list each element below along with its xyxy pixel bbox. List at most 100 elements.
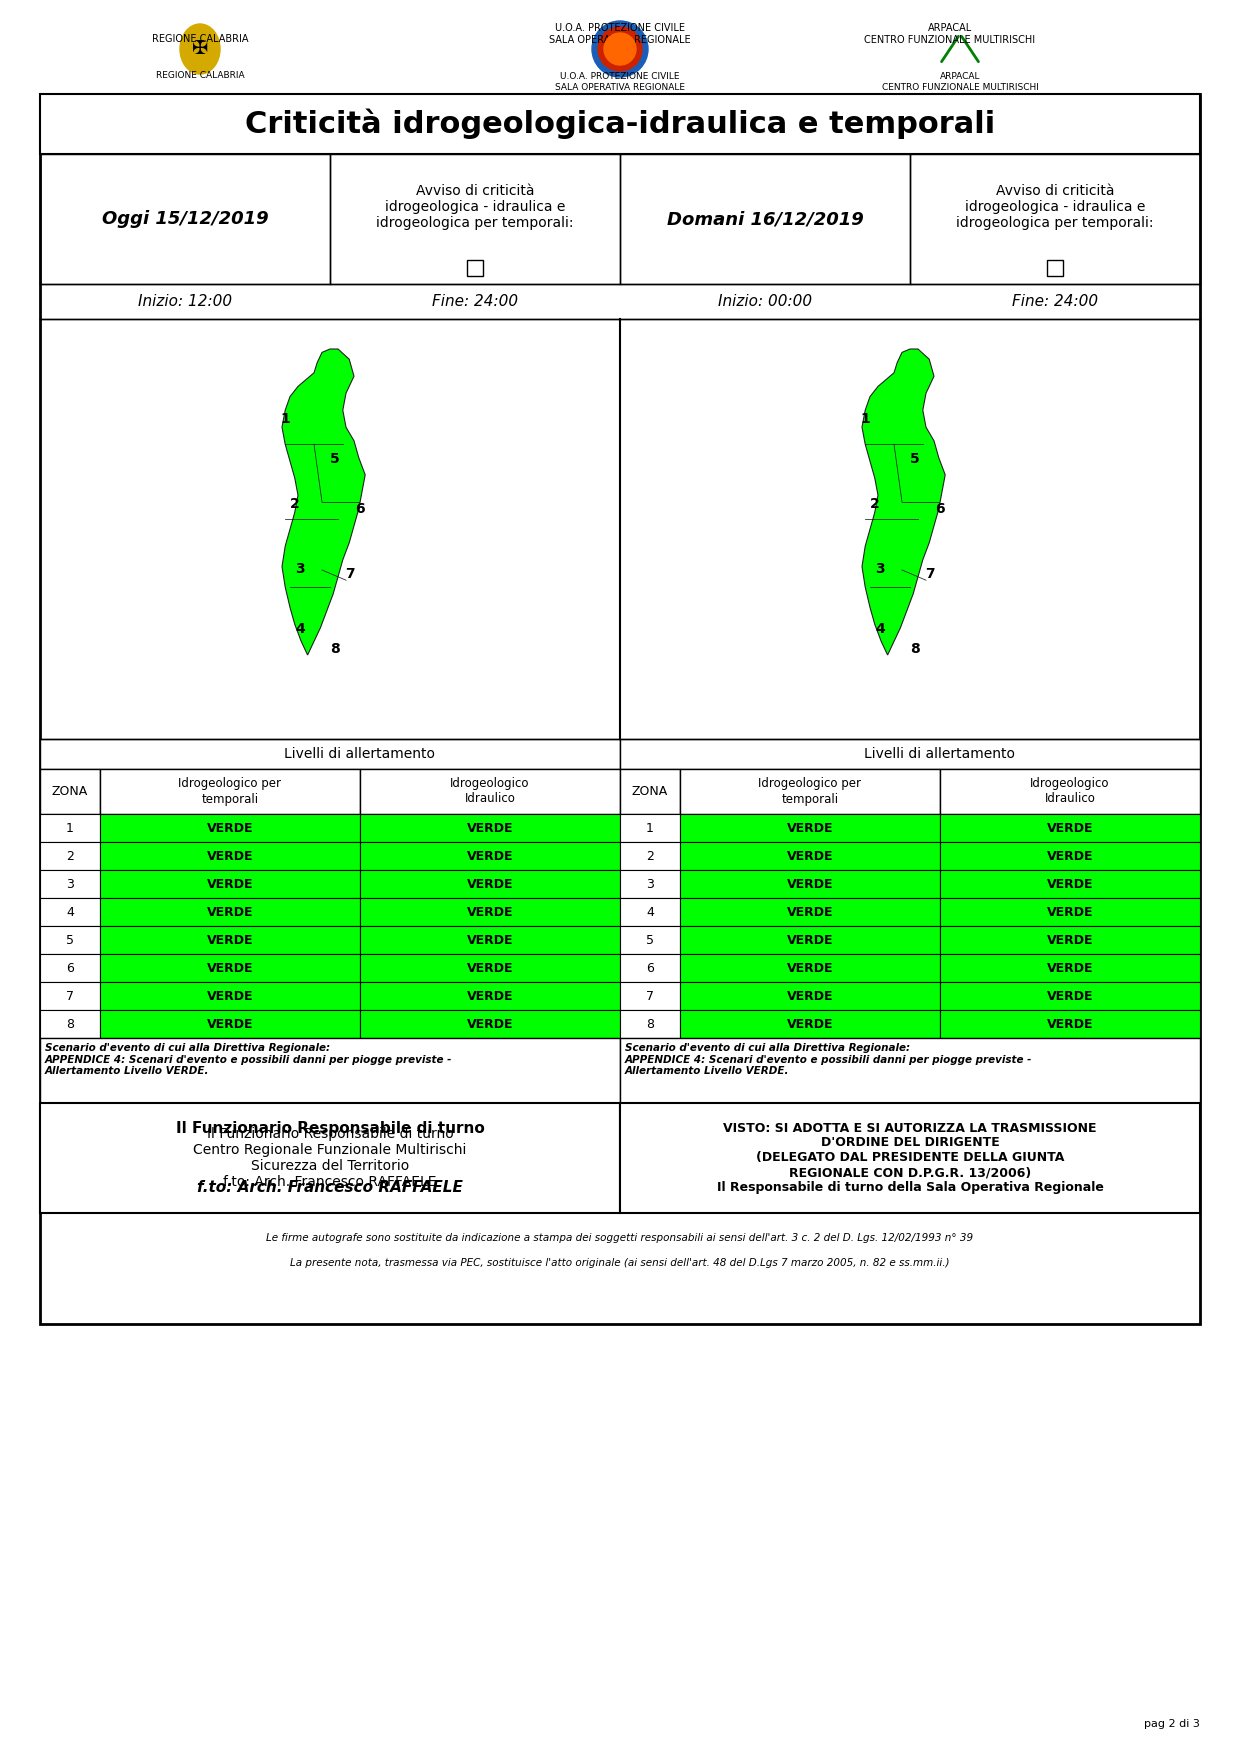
Bar bbox=[100, 870, 360, 898]
Bar bbox=[100, 954, 360, 982]
Text: Fine: 24:00: Fine: 24:00 bbox=[432, 295, 518, 309]
Text: 4: 4 bbox=[295, 623, 305, 637]
Text: Il Funzionario Responsabile di turno: Il Funzionario Responsabile di turno bbox=[176, 1121, 485, 1137]
Text: VERDE: VERDE bbox=[207, 1017, 253, 1031]
Text: VERDE: VERDE bbox=[207, 877, 253, 891]
Bar bbox=[680, 870, 940, 898]
Bar bbox=[360, 870, 620, 898]
Bar bbox=[40, 814, 100, 842]
Bar bbox=[620, 1103, 1200, 1214]
Ellipse shape bbox=[180, 25, 219, 74]
Text: VERDE: VERDE bbox=[207, 821, 253, 835]
Text: 6: 6 bbox=[355, 502, 365, 516]
Text: VERDE: VERDE bbox=[466, 849, 513, 863]
Text: Inizio: 12:00: Inizio: 12:00 bbox=[138, 295, 232, 309]
Text: VERDE: VERDE bbox=[207, 905, 253, 919]
Bar bbox=[360, 954, 620, 982]
Bar bbox=[100, 842, 360, 870]
Text: 1: 1 bbox=[66, 821, 74, 835]
Text: Il Funzionario Responsabile di turno
Centro Regionale Funzionale Multirischi
Sic: Il Funzionario Responsabile di turno Cen… bbox=[193, 1126, 466, 1189]
Text: Idrogeologico
Idraulico: Idrogeologico Idraulico bbox=[1030, 777, 1110, 805]
Bar bbox=[40, 738, 620, 768]
Polygon shape bbox=[862, 349, 945, 654]
Text: VERDE: VERDE bbox=[786, 989, 833, 1003]
Bar bbox=[360, 982, 620, 1010]
Text: 7: 7 bbox=[925, 567, 935, 581]
Text: VISTO: SI ADOTTA E SI AUTORIZZA LA TRASMISSIONE
D'ORDINE DEL DIRIGENTE
(DELEGATO: VISTO: SI ADOTTA E SI AUTORIZZA LA TRASM… bbox=[717, 1121, 1104, 1194]
Text: Criticità idrogeologica-idraulica e temporali: Criticità idrogeologica-idraulica e temp… bbox=[244, 109, 996, 139]
Text: VERDE: VERDE bbox=[207, 989, 253, 1003]
Polygon shape bbox=[281, 349, 366, 654]
Bar bbox=[467, 260, 484, 275]
Text: 6: 6 bbox=[935, 502, 945, 516]
Text: Fine: 24:00: Fine: 24:00 bbox=[1012, 295, 1099, 309]
Text: La presente nota, trasmessa via PEC, sostituisce l'atto originale (ai sensi dell: La presente nota, trasmessa via PEC, sos… bbox=[290, 1258, 950, 1268]
Text: Livelli di allertamento: Livelli di allertamento bbox=[864, 747, 1016, 761]
Text: 8: 8 bbox=[910, 642, 920, 656]
Bar bbox=[940, 842, 1200, 870]
Text: 7: 7 bbox=[646, 989, 653, 1003]
Text: Inizio: 00:00: Inizio: 00:00 bbox=[718, 295, 812, 309]
Bar bbox=[100, 926, 360, 954]
Text: REGIONE CALABRIA: REGIONE CALABRIA bbox=[151, 33, 248, 44]
Bar bbox=[940, 982, 1200, 1010]
Text: VERDE: VERDE bbox=[466, 961, 513, 975]
Text: 7: 7 bbox=[66, 989, 74, 1003]
Bar bbox=[940, 814, 1200, 842]
Bar bbox=[100, 898, 360, 926]
Bar bbox=[40, 1010, 100, 1038]
Bar bbox=[620, 842, 680, 870]
Text: 1: 1 bbox=[861, 412, 870, 426]
Text: 2: 2 bbox=[66, 849, 74, 863]
Circle shape bbox=[591, 21, 649, 77]
Bar bbox=[680, 926, 940, 954]
Text: 8: 8 bbox=[66, 1017, 74, 1031]
Text: VERDE: VERDE bbox=[466, 1017, 513, 1031]
Bar bbox=[680, 982, 940, 1010]
Bar bbox=[940, 1010, 1200, 1038]
Bar bbox=[680, 1010, 940, 1038]
Text: VERDE: VERDE bbox=[786, 1017, 833, 1031]
Text: VERDE: VERDE bbox=[466, 933, 513, 947]
Text: 3: 3 bbox=[646, 877, 653, 891]
Text: 6: 6 bbox=[646, 961, 653, 975]
Bar bbox=[100, 982, 360, 1010]
Text: Scenario d'evento di cui alla Direttiva Regionale:
APPENDICE 4: Scenari d'evento: Scenario d'evento di cui alla Direttiva … bbox=[625, 1044, 1033, 1077]
Bar bbox=[40, 982, 100, 1010]
Bar bbox=[620, 870, 680, 898]
Text: 3: 3 bbox=[295, 561, 305, 575]
Text: Idrogeologico per
temporali: Idrogeologico per temporali bbox=[759, 777, 862, 805]
Text: VERDE: VERDE bbox=[1047, 961, 1094, 975]
Bar bbox=[40, 1038, 620, 1103]
Bar bbox=[680, 814, 940, 842]
Text: VERDE: VERDE bbox=[1047, 821, 1094, 835]
Text: VERDE: VERDE bbox=[1047, 905, 1094, 919]
Text: VERDE: VERDE bbox=[786, 877, 833, 891]
Circle shape bbox=[598, 26, 642, 70]
Bar bbox=[40, 870, 100, 898]
Text: VERDE: VERDE bbox=[466, 989, 513, 1003]
Bar bbox=[620, 926, 680, 954]
Bar bbox=[360, 926, 620, 954]
Bar bbox=[620, 738, 1200, 768]
Bar bbox=[680, 954, 940, 982]
Text: 3: 3 bbox=[875, 561, 885, 575]
Bar bbox=[620, 1038, 1200, 1103]
Text: VERDE: VERDE bbox=[786, 961, 833, 975]
Text: VERDE: VERDE bbox=[207, 849, 253, 863]
Bar bbox=[620, 1010, 680, 1038]
Bar bbox=[680, 842, 940, 870]
Bar bbox=[40, 95, 1200, 154]
Bar bbox=[360, 814, 620, 842]
Bar bbox=[620, 954, 680, 982]
Text: 6: 6 bbox=[66, 961, 74, 975]
Text: Le firme autografe sono sostituite da indicazione a stampa dei soggetti responsa: Le firme autografe sono sostituite da in… bbox=[267, 1233, 973, 1244]
Text: VERDE: VERDE bbox=[207, 961, 253, 975]
Text: Avviso di criticità
idrogeologica - idraulica e
idrogeologica per temporali:: Avviso di criticità idrogeologica - idra… bbox=[956, 184, 1153, 230]
Bar bbox=[940, 768, 1200, 814]
Bar bbox=[360, 1010, 620, 1038]
Text: VERDE: VERDE bbox=[466, 821, 513, 835]
Text: VERDE: VERDE bbox=[207, 933, 253, 947]
Bar bbox=[40, 926, 100, 954]
Bar bbox=[360, 768, 620, 814]
